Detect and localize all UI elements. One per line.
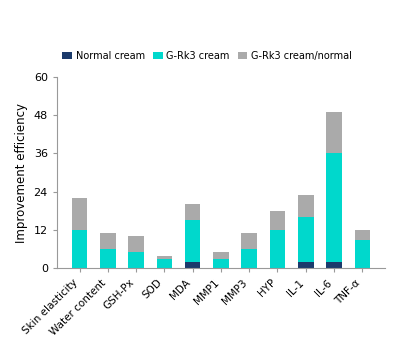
Legend: Normal cream, G-Rk3 cream, G-Rk3 cream/normal: Normal cream, G-Rk3 cream, G-Rk3 cream/n… [58, 47, 356, 65]
Bar [354, 230, 370, 240]
Bar [242, 233, 257, 249]
Bar [72, 230, 87, 269]
Y-axis label: Improvement efficiency: Improvement efficiency [15, 102, 28, 243]
Bar [242, 249, 257, 269]
Bar [213, 252, 229, 259]
Bar [185, 220, 200, 262]
Bar [270, 211, 285, 230]
Bar [354, 240, 370, 269]
Bar [326, 112, 342, 153]
Bar [156, 259, 172, 269]
Bar [298, 195, 314, 217]
Bar [100, 249, 116, 269]
Bar [298, 217, 314, 262]
Bar [213, 259, 229, 269]
Bar [185, 205, 200, 220]
Bar [128, 252, 144, 269]
Bar [326, 262, 342, 269]
Bar [185, 262, 200, 269]
Bar [100, 233, 116, 249]
Bar [156, 256, 172, 259]
Bar [298, 262, 314, 269]
Bar [128, 237, 144, 252]
Bar [72, 198, 87, 230]
Bar [270, 230, 285, 269]
Bar [326, 153, 342, 262]
